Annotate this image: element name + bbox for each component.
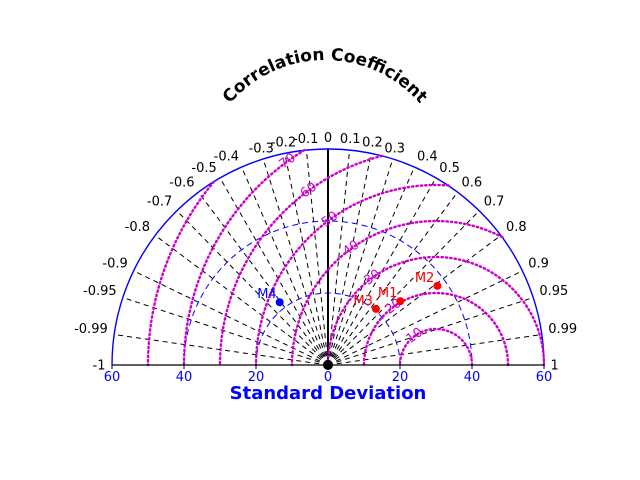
corr-tick-label: -0.3 <box>249 141 274 156</box>
rms-contour <box>326 255 546 367</box>
std-dev-arc <box>255 292 401 366</box>
rms-contour <box>290 219 504 367</box>
corr-line <box>154 234 329 366</box>
sd-tick-label: 60 <box>536 370 553 385</box>
corr-line <box>122 297 329 366</box>
corr-line <box>305 150 329 366</box>
corr-tick-label: 0 <box>324 131 332 146</box>
corr-line <box>327 150 351 366</box>
corr-tick-label: -0.1 <box>293 132 318 147</box>
corr-line <box>219 177 329 366</box>
corr-tick-label: -0.5 <box>191 161 216 176</box>
corr-tick-label: 0.8 <box>506 220 527 235</box>
corr-tick-label: -0.2 <box>271 136 296 151</box>
corr-line <box>197 191 329 366</box>
corr-tick-label: 0.99 <box>548 322 577 337</box>
corr-line <box>176 210 329 366</box>
corr-line <box>262 158 329 366</box>
corr-tick-label: -0.7 <box>147 195 172 210</box>
corr-line <box>327 234 502 366</box>
rms-contour <box>146 180 215 367</box>
model-points: M1 M2 M3 M4 <box>257 271 442 313</box>
corr-tick-label: -0.4 <box>214 150 239 165</box>
corr-tick-label: 0.2 <box>362 136 383 151</box>
sd-tick-label: 40 <box>176 370 193 385</box>
std-dev-arcs <box>111 148 545 366</box>
corr-tick-label: -0.8 <box>125 220 150 235</box>
rms-contour-label: 50 <box>319 209 341 231</box>
model-point-label: M2 <box>415 271 435 286</box>
corr-line <box>327 297 534 366</box>
model-point-label: M4 <box>257 287 277 302</box>
corr-tick-label: 0.9 <box>528 257 549 272</box>
x-axis-label: Standard Deviation <box>230 383 427 404</box>
sd-tick-label: 20 <box>392 370 409 385</box>
corr-tick-label: 0.7 <box>484 195 505 210</box>
model-point-label: M3 <box>353 294 373 309</box>
model-point <box>371 304 380 313</box>
std-dev-arc <box>111 148 545 366</box>
corr-line <box>327 270 523 366</box>
sd-tick-label: 40 <box>464 370 481 385</box>
corr-tick-label: -0.99 <box>74 322 108 337</box>
corr-tick-label: 0.5 <box>439 161 460 176</box>
rms-contour-label: 70 <box>277 150 299 172</box>
corr-line <box>284 153 329 366</box>
corr-tick-label: 0.95 <box>539 284 568 299</box>
corr-line <box>327 166 415 366</box>
rms-contour-label: 60 <box>298 179 320 201</box>
corr-tick-label: -1 <box>93 359 106 374</box>
corr-tick-label: 0.3 <box>384 141 405 156</box>
rms-contour <box>182 148 306 367</box>
corr-line <box>327 158 394 366</box>
corr-line <box>133 270 329 366</box>
std-dev-arc <box>183 220 473 366</box>
model-point <box>433 281 442 290</box>
corr-line <box>327 191 459 366</box>
rms-contour <box>362 291 510 367</box>
rms-contour-label: 40 <box>340 238 362 260</box>
corr-line <box>327 334 542 366</box>
model-point <box>275 298 284 307</box>
model-point-label: M1 <box>378 286 398 301</box>
rms-contour <box>218 154 384 367</box>
corr-tick-label: -0.9 <box>102 257 127 272</box>
sd-tick-label: 20 <box>248 370 265 385</box>
sd-tick-label: 60 <box>104 370 121 385</box>
corr-tick-label: 1 <box>550 359 558 374</box>
std-dev-tick-labels: 60 40 20 0 20 40 60 <box>104 365 553 385</box>
corr-tick-label: -0.95 <box>83 284 117 299</box>
corr-tick-label: 0.1 <box>340 132 361 147</box>
corr-line <box>327 210 480 366</box>
corr-tick-label: -0.6 <box>169 176 194 191</box>
sd-tick-label: 0 <box>324 370 332 385</box>
corr-tick-label: 0.6 <box>461 176 482 191</box>
correlation-tick-labels: -1 -0.99 -0.95 -0.9 -0.8 -0.7 -0.6-0.5-0.4 -0.3… <box>74 131 577 373</box>
corr-line <box>327 153 372 366</box>
rms-contour <box>398 327 474 367</box>
corr-tick-label: 0.4 <box>417 150 438 165</box>
correlation-axis-title: Correlation Coefficient <box>219 45 431 107</box>
rms-contour <box>254 183 450 367</box>
model-point <box>396 297 405 306</box>
